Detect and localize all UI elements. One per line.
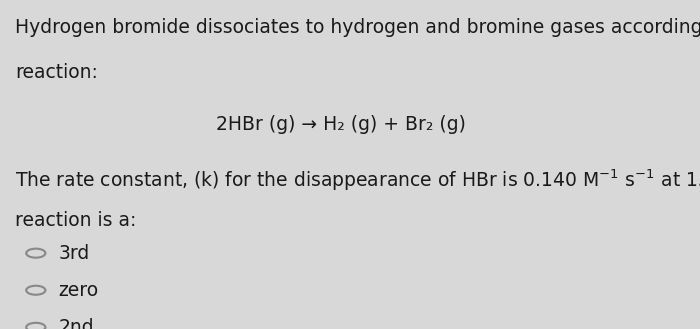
Text: reaction is a:: reaction is a: bbox=[15, 211, 136, 230]
Text: Hydrogen bromide dissociates to hydrogen and bromine gases according to the: Hydrogen bromide dissociates to hydrogen… bbox=[15, 18, 700, 37]
Text: zero: zero bbox=[58, 281, 99, 300]
Text: reaction:: reaction: bbox=[15, 63, 98, 82]
Text: 2nd: 2nd bbox=[58, 318, 94, 329]
Text: 2HBr (g) → H₂ (g) + Br₂ (g): 2HBr (g) → H₂ (g) + Br₂ (g) bbox=[216, 114, 466, 134]
Text: 3rd: 3rd bbox=[58, 244, 90, 263]
Text: The rate constant, (k) for the disappearance of HBr is 0.140 M$^{-1}$ s$^{-1}$ a: The rate constant, (k) for the disappear… bbox=[15, 168, 700, 193]
